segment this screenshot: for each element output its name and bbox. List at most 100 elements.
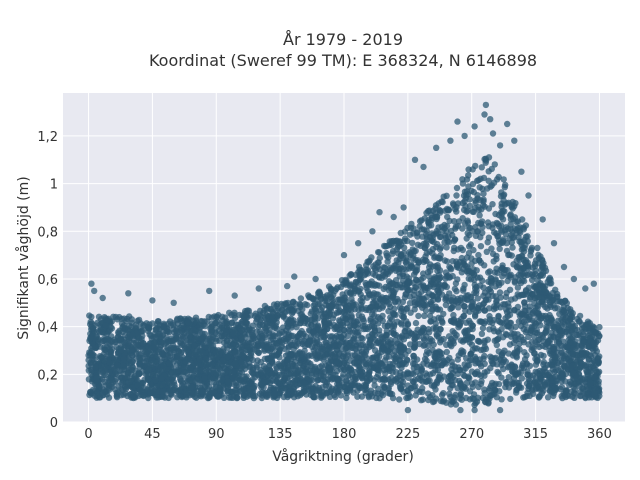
data-point	[382, 376, 389, 383]
data-point	[359, 294, 366, 301]
data-point	[534, 304, 541, 311]
data-point	[478, 330, 486, 337]
data-point	[536, 343, 543, 351]
data-point	[591, 390, 598, 397]
data-point	[558, 349, 565, 357]
data-point	[114, 391, 121, 398]
data-point	[498, 279, 505, 286]
data-point	[298, 327, 305, 335]
data-point	[508, 333, 515, 340]
data-point	[345, 306, 353, 313]
data-point	[293, 324, 300, 331]
data-point	[465, 224, 472, 231]
data-point	[492, 387, 499, 394]
data-point	[477, 380, 485, 388]
data-point	[133, 350, 140, 357]
data-point	[89, 325, 97, 332]
data-point	[376, 274, 383, 281]
data-point	[459, 215, 466, 222]
data-point	[283, 304, 290, 311]
data-point	[103, 352, 110, 360]
data-point	[276, 354, 283, 361]
data-point	[492, 354, 500, 361]
data-point	[489, 250, 497, 258]
data-point	[97, 343, 104, 350]
data-point	[570, 369, 577, 377]
data-point	[585, 356, 592, 363]
data-point	[205, 394, 213, 401]
data-point	[412, 319, 420, 327]
data-point	[400, 272, 407, 280]
data-point	[501, 347, 508, 354]
data-point	[414, 326, 421, 333]
data-point	[153, 324, 160, 332]
data-point	[539, 312, 546, 320]
data-point	[219, 313, 226, 320]
data-point	[116, 313, 123, 321]
data-point	[526, 362, 534, 370]
data-point	[157, 343, 164, 351]
data-point	[185, 343, 192, 350]
data-point	[421, 312, 428, 319]
data-point	[321, 351, 329, 358]
data-point	[310, 393, 317, 400]
data-point	[443, 341, 450, 348]
data-point	[327, 333, 334, 340]
data-point	[464, 219, 472, 226]
data-point	[474, 295, 481, 302]
data-point	[566, 339, 573, 346]
data-point	[518, 291, 525, 299]
data-point	[328, 303, 335, 311]
data-point	[472, 197, 479, 204]
data-point	[376, 367, 383, 374]
data-point	[231, 360, 238, 367]
data-point	[231, 336, 238, 343]
data-point	[249, 331, 256, 339]
data-point	[558, 342, 565, 349]
data-point	[157, 335, 165, 342]
data-point	[544, 394, 552, 401]
data-point	[520, 394, 527, 401]
data-point	[396, 384, 404, 391]
data-point	[349, 299, 356, 306]
data-point	[404, 369, 411, 376]
data-point	[289, 299, 297, 306]
data-point	[500, 192, 507, 199]
data-point	[485, 269, 492, 276]
data-point	[99, 392, 106, 399]
data-point	[558, 369, 566, 377]
data-point	[152, 377, 159, 384]
data-point	[407, 309, 414, 316]
data-point	[510, 375, 518, 382]
data-point	[433, 230, 440, 237]
data-point	[327, 322, 334, 330]
data-point	[550, 392, 557, 400]
data-point	[403, 259, 410, 267]
data-point	[552, 354, 559, 361]
data-point	[138, 327, 145, 334]
data-point	[142, 348, 149, 356]
data-point	[463, 188, 471, 195]
data-point	[508, 362, 515, 369]
data-point	[287, 351, 294, 358]
data-point	[535, 309, 542, 316]
data-point	[372, 306, 379, 313]
data-point	[420, 270, 427, 277]
data-point	[196, 321, 203, 328]
data-point	[394, 374, 401, 382]
data-point	[373, 301, 380, 308]
data-point	[342, 294, 349, 302]
data-point	[391, 352, 398, 359]
data-point	[419, 396, 426, 403]
data-point	[145, 324, 153, 331]
data-point	[312, 368, 319, 376]
data-point	[160, 324, 167, 331]
data-point	[354, 324, 361, 332]
data-point	[395, 298, 402, 305]
data-point	[481, 307, 489, 314]
data-point	[328, 350, 335, 357]
data-point	[491, 229, 498, 236]
data-point	[203, 355, 210, 363]
data-point	[580, 385, 587, 393]
